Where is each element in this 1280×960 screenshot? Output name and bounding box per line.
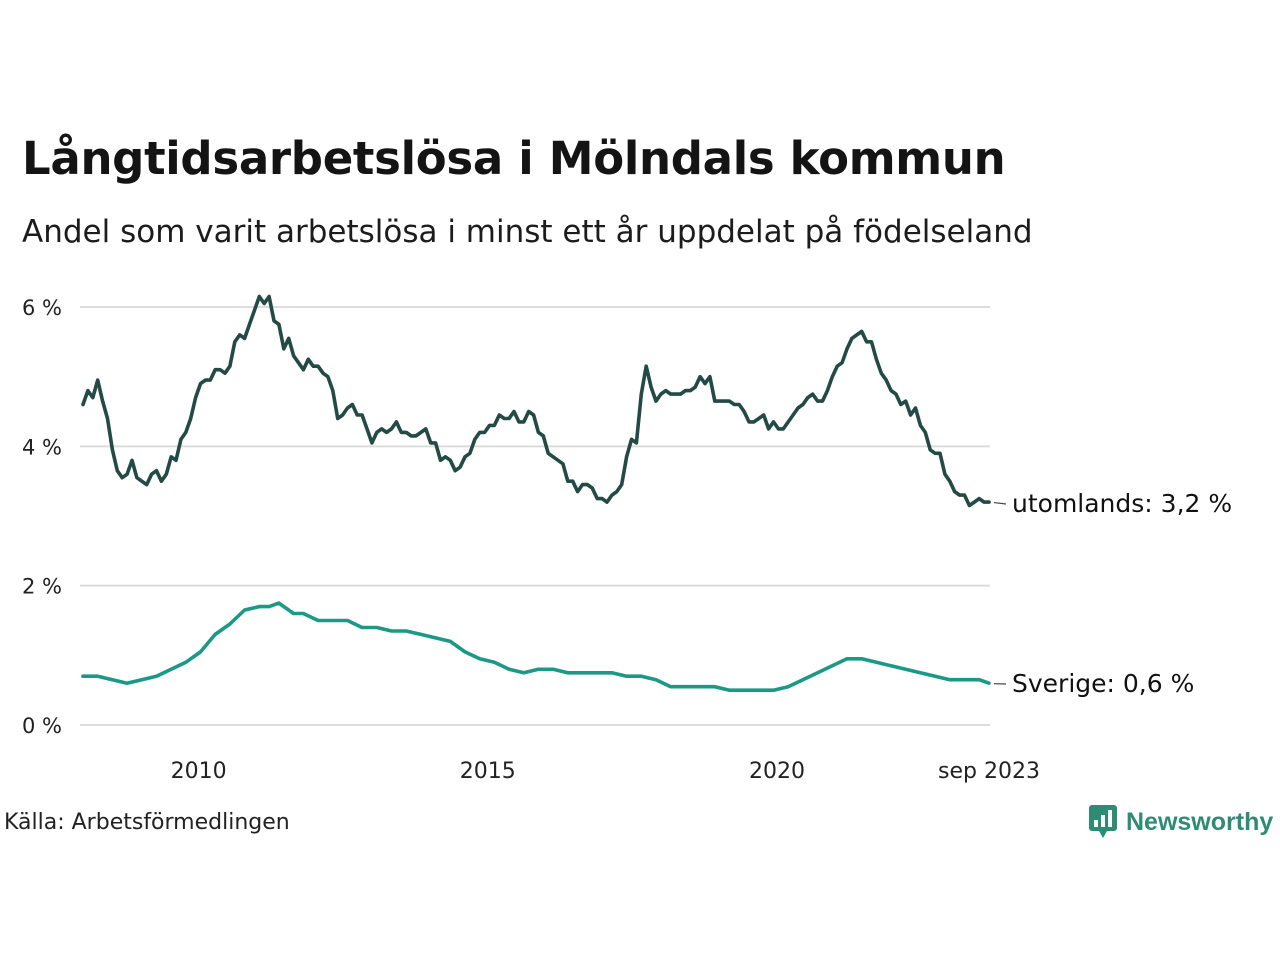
brand-logo: Newsworthy [1088, 804, 1273, 840]
chart-subtitle: Andel som varit arbetslösa i minst ett å… [22, 214, 1033, 250]
x-tick-label: 2010 [171, 759, 227, 784]
y-axis: 0 % 2 % 4 % 6 % [22, 296, 62, 738]
x-axis: 2010 2015 2020 sep 2023 [171, 759, 1040, 784]
y-tick-label: 2 % [22, 575, 62, 599]
end-labels: utomlands: 3,2 % Sverige: 0,6 % [993, 489, 1232, 698]
series-lines [81, 294, 991, 692]
series-line-utomlands [81, 294, 991, 508]
end-label-leader-utomlands [993, 501, 1007, 505]
brand-name: Newsworthy [1126, 807, 1274, 836]
x-tick-label: 2020 [749, 759, 805, 784]
end-label-utomlands: utomlands: 3,2 % [1012, 489, 1232, 518]
gridlines [80, 306, 990, 726]
source-note: Källa: Arbetsförmedlingen [4, 810, 290, 835]
x-tick-label: 2015 [460, 759, 516, 784]
end-label-sverige: Sverige: 0,6 % [1012, 669, 1194, 698]
y-tick-label: 4 % [22, 435, 62, 459]
y-tick-label: 6 % [22, 296, 62, 320]
y-tick-label: 0 % [22, 714, 62, 738]
x-tick-label-last: sep 2023 [938, 759, 1040, 784]
series-line-sverige [81, 601, 991, 692]
newsworthy-logo-icon [1089, 805, 1117, 838]
chart-title: Långtidsarbetslösa i Mölndals kommun [22, 132, 1006, 185]
